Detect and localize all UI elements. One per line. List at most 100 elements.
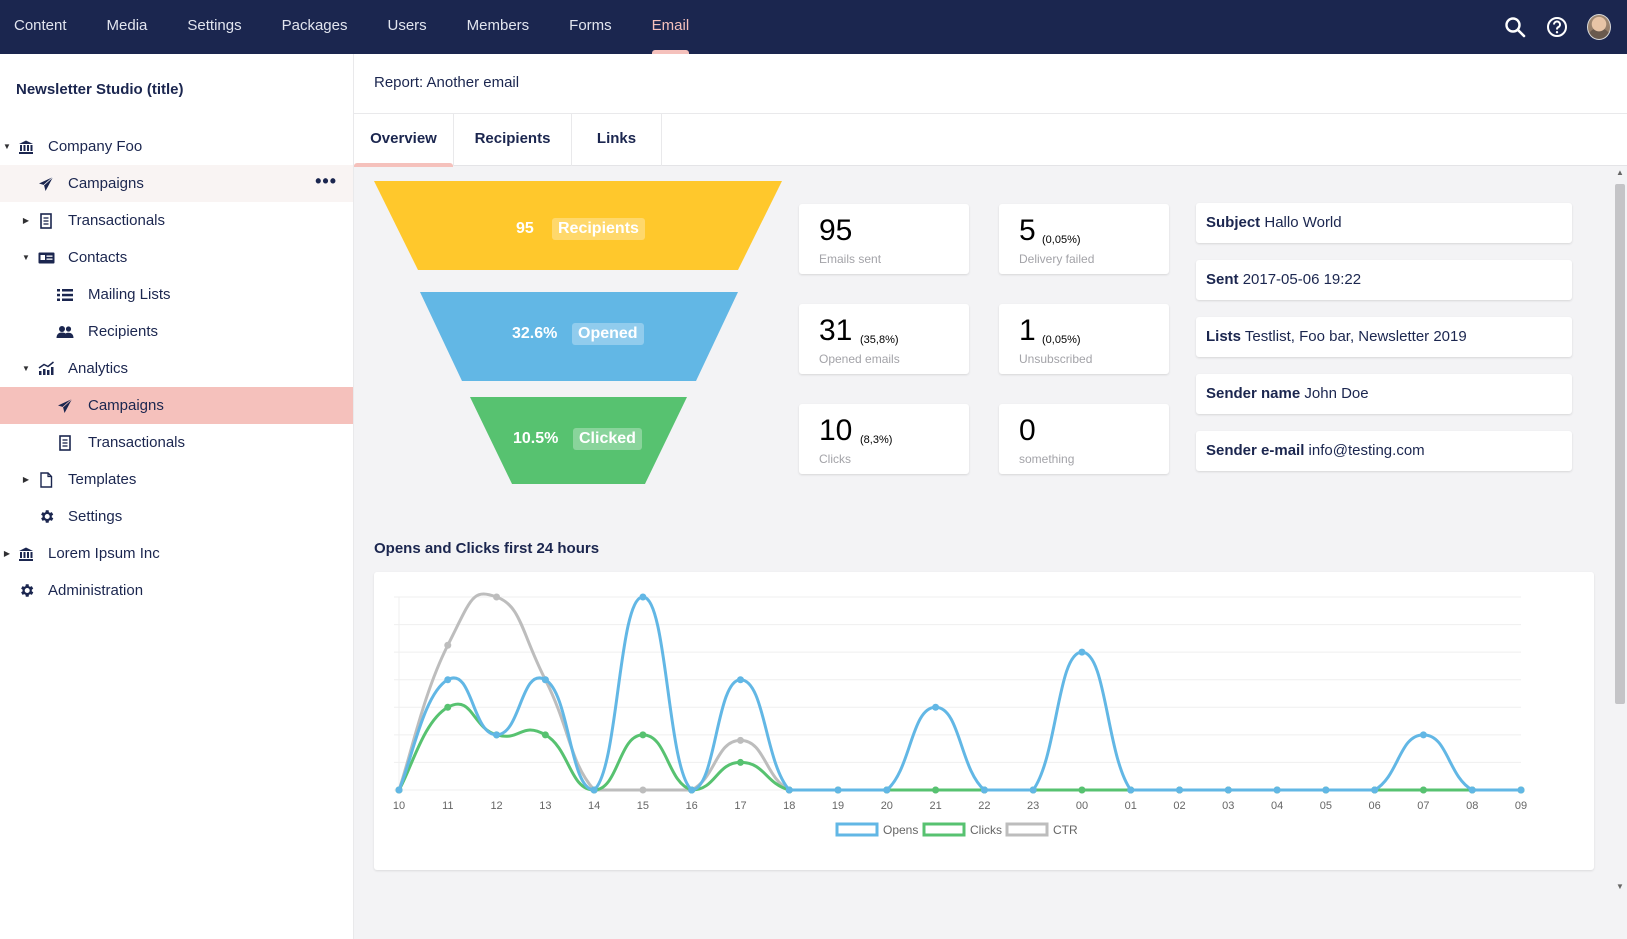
x-tick-label: 17: [734, 800, 746, 812]
sidebar-item-label: Analytics: [68, 360, 129, 377]
nav-forms[interactable]: Forms: [569, 17, 612, 34]
sidebar-item-templates[interactable]: ▶ Templates: [0, 461, 353, 498]
chart-icon: [37, 360, 55, 378]
section-nav: Content Media Settings Packages Users Me…: [0, 0, 709, 54]
nav-settings[interactable]: Settings: [187, 17, 242, 34]
sidebar-item-campaigns[interactable]: Campaigns •••: [0, 165, 353, 202]
data-point-opens: [590, 786, 598, 794]
data-point-opens: [1468, 786, 1476, 794]
scrollbar[interactable]: ▲ ▼: [1612, 166, 1627, 939]
x-tick-label: 19: [832, 800, 844, 812]
line-chart: 10 11 12 13 14 15 16 17 18 19 20 21 22 23 00 01 02 03 04 05…: [393, 592, 1527, 837]
stat-value: 10: [819, 414, 853, 447]
x-tick-label: 16: [686, 800, 698, 812]
info-sender-email: Sender e-mail info@testing.com: [1196, 431, 1572, 471]
sidebar-item-label: Transactionals: [88, 434, 185, 451]
user-avatar[interactable]: [1587, 14, 1611, 40]
sidebar-item-analytics-transactionals[interactable]: Transactionals: [0, 424, 353, 461]
nav-media[interactable]: Media: [106, 17, 148, 34]
data-point-opens: [1371, 786, 1379, 794]
caret-right-icon[interactable]: ▶: [22, 216, 30, 225]
help-icon[interactable]: [1545, 15, 1569, 39]
sidebar-item-lorem-ipsum-inc[interactable]: ▶ Lorem Ipsum Inc: [0, 535, 353, 572]
stat-opened-emails: 31 (35,8%) Opened emails: [799, 304, 969, 374]
legend-swatch-opens: [835, 822, 879, 837]
data-point-clicks: [541, 731, 549, 739]
caret-down-icon[interactable]: ▼: [22, 364, 30, 373]
receipt-icon: [56, 434, 74, 452]
stat-value: 1: [1019, 314, 1036, 347]
data-point-ctr: [736, 736, 744, 744]
sidebar-item-company-foo[interactable]: ▼ Company Foo: [0, 128, 353, 165]
info-key: Sender e-mail: [1206, 442, 1305, 459]
stat-emails-sent: 95 Emails sent: [799, 204, 969, 274]
x-tick-label: 13: [539, 800, 551, 812]
data-point-opens: [1273, 786, 1281, 794]
info-sender-name: Sender name John Doe: [1196, 374, 1572, 414]
sidebar-item-settings[interactable]: Settings: [0, 498, 353, 535]
caret-down-icon[interactable]: ▼: [22, 253, 30, 262]
tab-recipients[interactable]: Recipients: [454, 114, 572, 166]
sidebar-item-analytics-campaigns[interactable]: Campaigns: [0, 387, 353, 424]
page-title: Report: Another email: [374, 74, 520, 91]
sidebar-item-recipients[interactable]: Recipients: [0, 313, 353, 350]
nav-members[interactable]: Members: [466, 17, 530, 34]
sidebar-item-transactionals[interactable]: ▶ Transactionals: [0, 202, 353, 239]
sidebar-item-label: Administration: [48, 582, 144, 599]
more-options-icon[interactable]: •••: [315, 171, 337, 191]
info-value: John Doe: [1304, 385, 1369, 402]
bank-icon: [17, 545, 35, 563]
funnel-opened: [420, 292, 738, 381]
sidebar-item-mailing-lists[interactable]: Mailing Lists: [0, 276, 353, 313]
sidebar-item-administration[interactable]: Administration: [0, 572, 353, 609]
sidebar-item-label: Campaigns: [68, 175, 144, 192]
legend-label-clicks: Clicks: [970, 823, 1002, 837]
x-tick-label: 15: [637, 800, 649, 812]
info-lists: Lists Testlist, Foo bar, Newsletter 2019: [1196, 317, 1572, 357]
search-icon[interactable]: [1503, 15, 1527, 39]
caret-right-icon[interactable]: ▶: [3, 549, 11, 558]
scroll-up-arrow-icon[interactable]: ▲: [1616, 168, 1624, 177]
data-point-opens: [493, 731, 501, 739]
funnel-clicked-badge: Clicked: [573, 428, 642, 450]
sidebar-title: Newsletter Studio (title): [16, 81, 184, 98]
stat-delivery-failed: 5 (0,05%) Delivery failed: [999, 204, 1169, 274]
info-subject: Subject Hallo World: [1196, 203, 1572, 243]
stat-percent: (0,05%): [1042, 334, 1081, 346]
sidebar-item-contacts[interactable]: ▼ Contacts: [0, 239, 353, 276]
caret-right-icon[interactable]: ▶: [22, 475, 30, 484]
legend-swatch-ctr: [1005, 822, 1049, 837]
tab-overview[interactable]: Overview: [354, 114, 454, 167]
info-value: info@testing.com: [1308, 442, 1425, 459]
data-point-opens: [444, 676, 452, 684]
sidebar-tree: ▼ Company Foo Campaigns ••• ▶ Transactio…: [0, 128, 353, 609]
scroll-down-arrow-icon[interactable]: ▼: [1616, 882, 1624, 891]
nav-users[interactable]: Users: [387, 17, 427, 34]
nav-content[interactable]: Content: [14, 17, 67, 34]
stat-value: 5: [1019, 214, 1036, 247]
tab-links[interactable]: Links: [572, 114, 662, 166]
stat-something: 0 something: [999, 404, 1169, 474]
main-content: Report: Another email Overview Recipient…: [354, 54, 1627, 939]
data-point-opens: [834, 786, 842, 794]
nav-email[interactable]: Email: [632, 0, 710, 54]
nav-packages[interactable]: Packages: [281, 17, 348, 34]
x-tick-label: 01: [1125, 800, 1137, 812]
x-tick-label: 00: [1076, 800, 1088, 812]
x-tick-label: 23: [1027, 800, 1039, 812]
stat-value: 31: [819, 314, 853, 347]
caret-down-icon[interactable]: ▼: [3, 142, 11, 151]
data-point-opens: [1078, 648, 1086, 656]
legend-label-opens: Opens: [883, 823, 918, 837]
list-icon: [56, 286, 74, 304]
x-tick-label: 11: [442, 800, 453, 812]
sidebar-item-analytics[interactable]: ▼ Analytics: [0, 350, 353, 387]
stat-percent: (0,05%): [1042, 234, 1081, 246]
scroll-thumb[interactable]: [1615, 184, 1625, 704]
funnel-opened-badge: Opened: [572, 323, 644, 345]
data-point-ctr: [444, 641, 452, 649]
receipt-icon: [37, 212, 55, 230]
stat-value: 95: [819, 214, 853, 247]
funnel-clicked-value: 10.5%: [513, 430, 559, 447]
funnel-recipients-badge: Recipients: [552, 218, 645, 240]
